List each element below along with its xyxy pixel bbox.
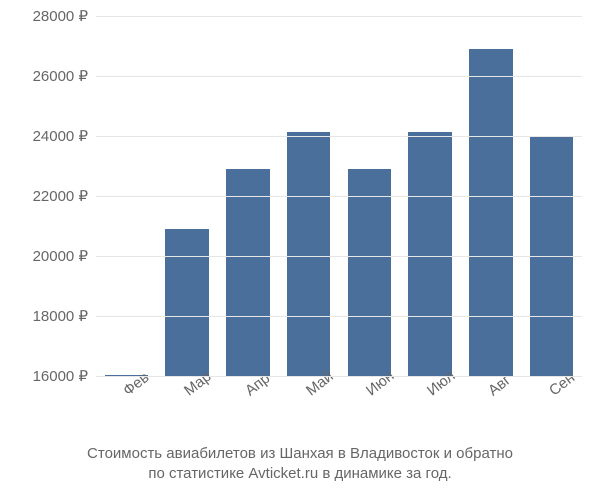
y-tick-label: 20000 ₽ xyxy=(33,247,96,265)
gridline xyxy=(96,76,582,77)
caption-line: по статистике Avticket.ru в динамике за … xyxy=(0,464,600,484)
chart-caption: Стоимость авиабилетов из Шанхая в Владив… xyxy=(0,444,600,485)
bar xyxy=(226,169,270,376)
price-bar-chart: ФевМарАпрМайИюнИюлАвгСен 16000 ₽18000 ₽2… xyxy=(0,0,600,500)
bar xyxy=(348,169,392,376)
y-tick-label: 18000 ₽ xyxy=(33,307,96,325)
bar xyxy=(469,49,513,376)
gridline xyxy=(96,136,582,137)
x-tick-label: Фев xyxy=(120,369,152,399)
y-tick-label: 16000 ₽ xyxy=(33,367,96,385)
y-tick-label: 28000 ₽ xyxy=(33,7,96,25)
y-tick-label: 26000 ₽ xyxy=(33,67,96,85)
y-tick-label: 22000 ₽ xyxy=(33,187,96,205)
bar xyxy=(408,132,452,377)
bar xyxy=(165,229,209,376)
y-tick-label: 24000 ₽ xyxy=(33,127,96,145)
gridline xyxy=(96,16,582,17)
gridline xyxy=(96,376,582,377)
gridline xyxy=(96,316,582,317)
caption-line: Стоимость авиабилетов из Шанхая в Владив… xyxy=(0,444,600,464)
gridline xyxy=(96,256,582,257)
gridline xyxy=(96,196,582,197)
plot-area: ФевМарАпрМайИюнИюлАвгСен 16000 ₽18000 ₽2… xyxy=(96,16,582,376)
bar xyxy=(287,132,331,377)
